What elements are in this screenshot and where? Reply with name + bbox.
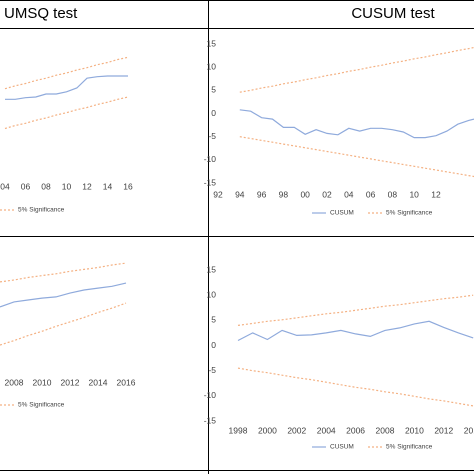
series-line [0,282,127,308]
x-tick-label: 04 [0,181,10,191]
column-header: UMSQ test [4,5,78,22]
legend-label: 5% Significance [18,402,65,409]
x-tick-label: 2010 [33,377,52,387]
legend-label: 5% Significance [386,210,433,217]
series-line [237,367,474,407]
x-tick-label: 2010 [405,425,424,435]
x-tick-label: 2012 [434,425,453,435]
y-tick-label: -15 [204,415,217,425]
series-line [239,46,474,93]
series-line [0,262,127,283]
x-tick-label: 06 [21,181,31,191]
x-tick-label: 2008 [5,377,24,387]
y-tick-label: 5 [211,315,216,325]
series-line [239,109,474,139]
y-tick-label: 5 [211,85,216,95]
x-tick-label: 14 [103,181,113,191]
x-tick-label: 10 [62,181,72,191]
x-tick-label: 2008 [376,425,395,435]
x-tick-label: 16 [123,181,133,191]
series-line [0,302,127,346]
series-line [5,75,128,100]
y-tick-label: 15 [207,38,217,48]
legend-label: CUSUM [330,444,354,451]
series-line [4,96,129,130]
x-tick-label: 2006 [346,425,365,435]
x-tick-label: 2004 [317,425,336,435]
legend-label: 5% Significance [386,444,433,451]
series-line [237,320,474,342]
y-tick-label: 15 [207,264,217,274]
y-tick-label: -10 [204,154,217,164]
x-tick-label: 00 [300,189,310,199]
x-tick-label: 04 [344,189,354,199]
y-tick-label: 10 [207,289,217,299]
y-tick-label: -5 [208,131,216,141]
x-tick-label: 2014 [89,377,108,387]
x-tick-label: 12 [431,189,441,199]
x-tick-label: 98 [279,189,289,199]
series-line [239,136,474,178]
x-tick-label: 2002 [287,425,306,435]
x-tick-label: 96 [257,189,267,199]
y-tick-label: 0 [211,340,216,350]
x-tick-label: 1998 [229,425,248,435]
y-tick-label: 10 [207,61,217,71]
y-tick-label: -10 [204,390,217,400]
x-tick-label: 2016 [117,377,136,387]
x-tick-label: 06 [366,189,376,199]
x-tick-label: 08 [41,181,51,191]
x-tick-label: 10 [409,189,419,199]
y-tick-label: 0 [211,108,216,118]
legend-label: 5% Significance [18,207,65,214]
series-line [4,56,129,90]
x-tick-label: 12 [82,181,92,191]
series-line [237,294,474,326]
column-header: CUSUM test [351,5,435,22]
x-tick-label: 2012 [61,377,80,387]
x-tick-label: 2000 [258,425,277,435]
x-tick-label: 08 [388,189,398,199]
x-tick-label: 2014 [464,425,474,435]
y-tick-label: -5 [208,365,216,375]
x-tick-label: 92 [213,189,223,199]
y-tick-label: -15 [204,177,217,187]
legend-label: CUSUM [330,210,354,217]
x-tick-label: 94 [235,189,245,199]
x-tick-label: 02 [322,189,332,199]
